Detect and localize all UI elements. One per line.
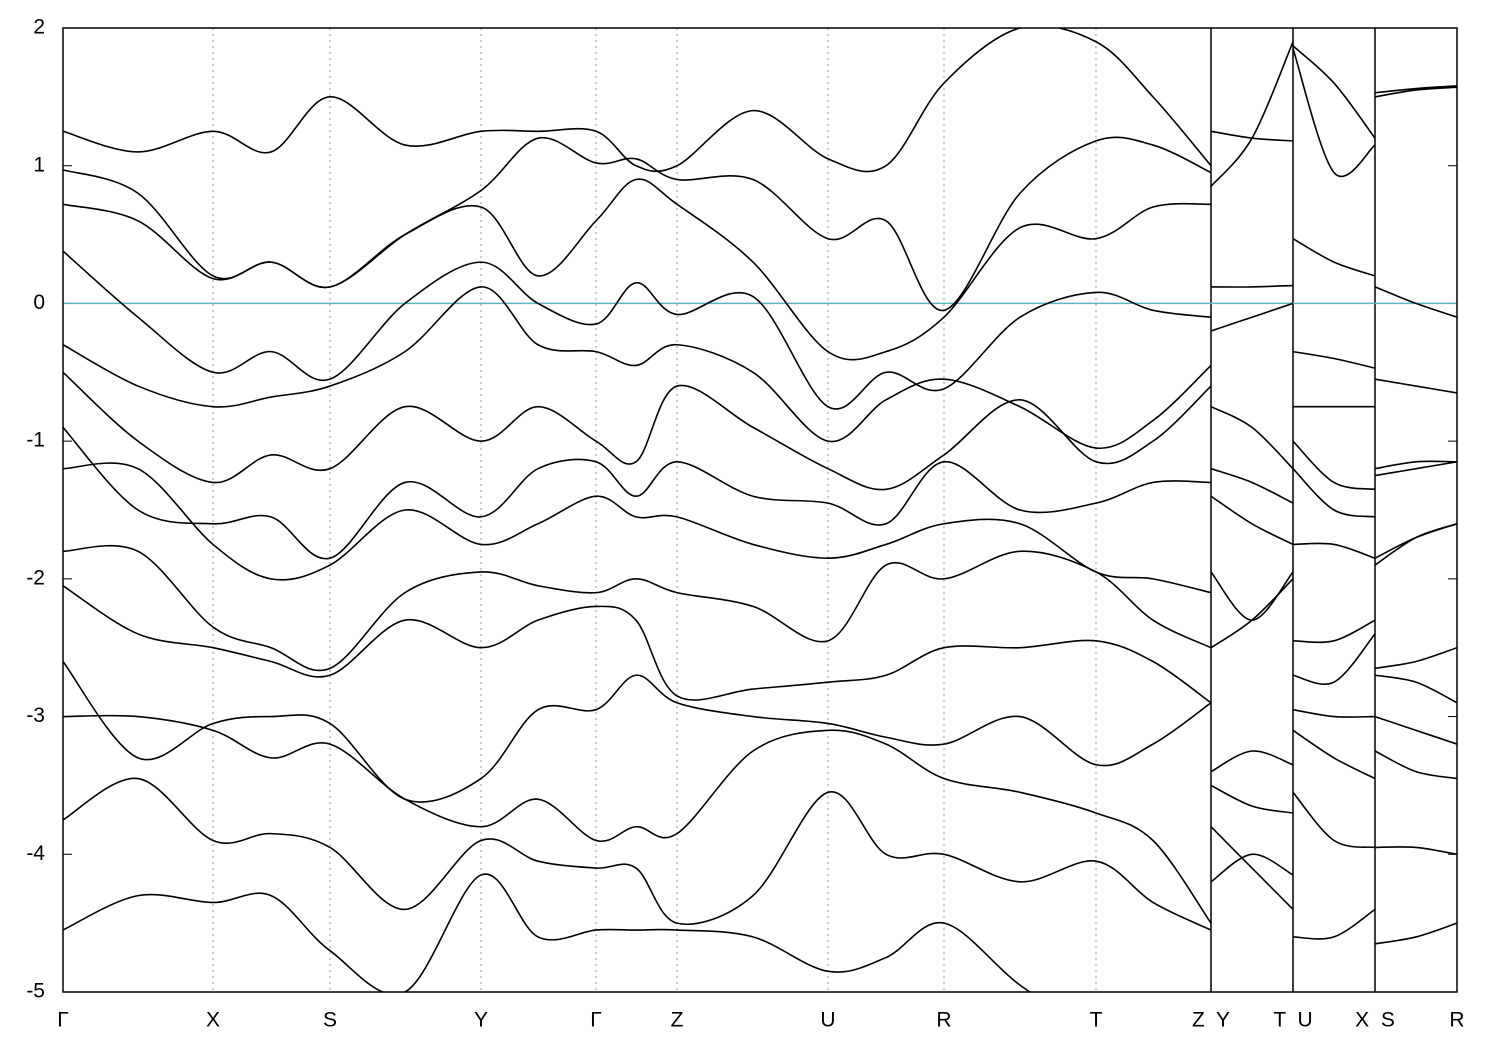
x-tick-label: T U bbox=[1273, 1009, 1312, 1032]
y-tick-label: 0 bbox=[33, 291, 45, 314]
band-line bbox=[63, 660, 1457, 814]
band-line bbox=[63, 426, 1457, 560]
x-tick-label: Γ bbox=[590, 1009, 602, 1032]
x-tick-label: Y bbox=[474, 1009, 488, 1032]
x-tick-label: U bbox=[820, 1009, 835, 1032]
y-tick-label: -5 bbox=[26, 980, 45, 1003]
x-tick-label: Z Y bbox=[1192, 1009, 1230, 1032]
band-line bbox=[63, 873, 1457, 992]
band-line bbox=[63, 286, 1457, 470]
y-tick-label: -2 bbox=[26, 566, 45, 589]
y-tick-label: -1 bbox=[26, 429, 45, 452]
band-line bbox=[63, 777, 1457, 931]
x-tick-label: R bbox=[936, 1009, 951, 1032]
x-tick-label: R bbox=[1449, 1009, 1464, 1032]
x-tick-label: X bbox=[206, 1009, 220, 1032]
plot-area bbox=[63, 28, 1457, 992]
y-tick-label: 1 bbox=[33, 153, 45, 176]
y-tick-label: 2 bbox=[33, 16, 45, 39]
band-line bbox=[63, 250, 1457, 410]
band-line bbox=[63, 41, 1457, 312]
x-tick-label: S bbox=[323, 1009, 337, 1032]
band-line bbox=[63, 585, 1457, 773]
band-line bbox=[63, 544, 1457, 672]
band-line bbox=[63, 371, 1457, 504]
y-tick-label: -4 bbox=[26, 842, 45, 865]
x-tick-label: X S bbox=[1355, 1009, 1395, 1032]
x-tick-label: Γ bbox=[57, 1009, 69, 1032]
band-line bbox=[63, 178, 1457, 361]
x-tick-label: T bbox=[1090, 1009, 1103, 1032]
y-tick-label: -3 bbox=[26, 704, 45, 727]
plot-frame bbox=[62, 27, 1458, 993]
band-line bbox=[63, 714, 1457, 924]
x-tick-label: Z bbox=[671, 1009, 684, 1032]
